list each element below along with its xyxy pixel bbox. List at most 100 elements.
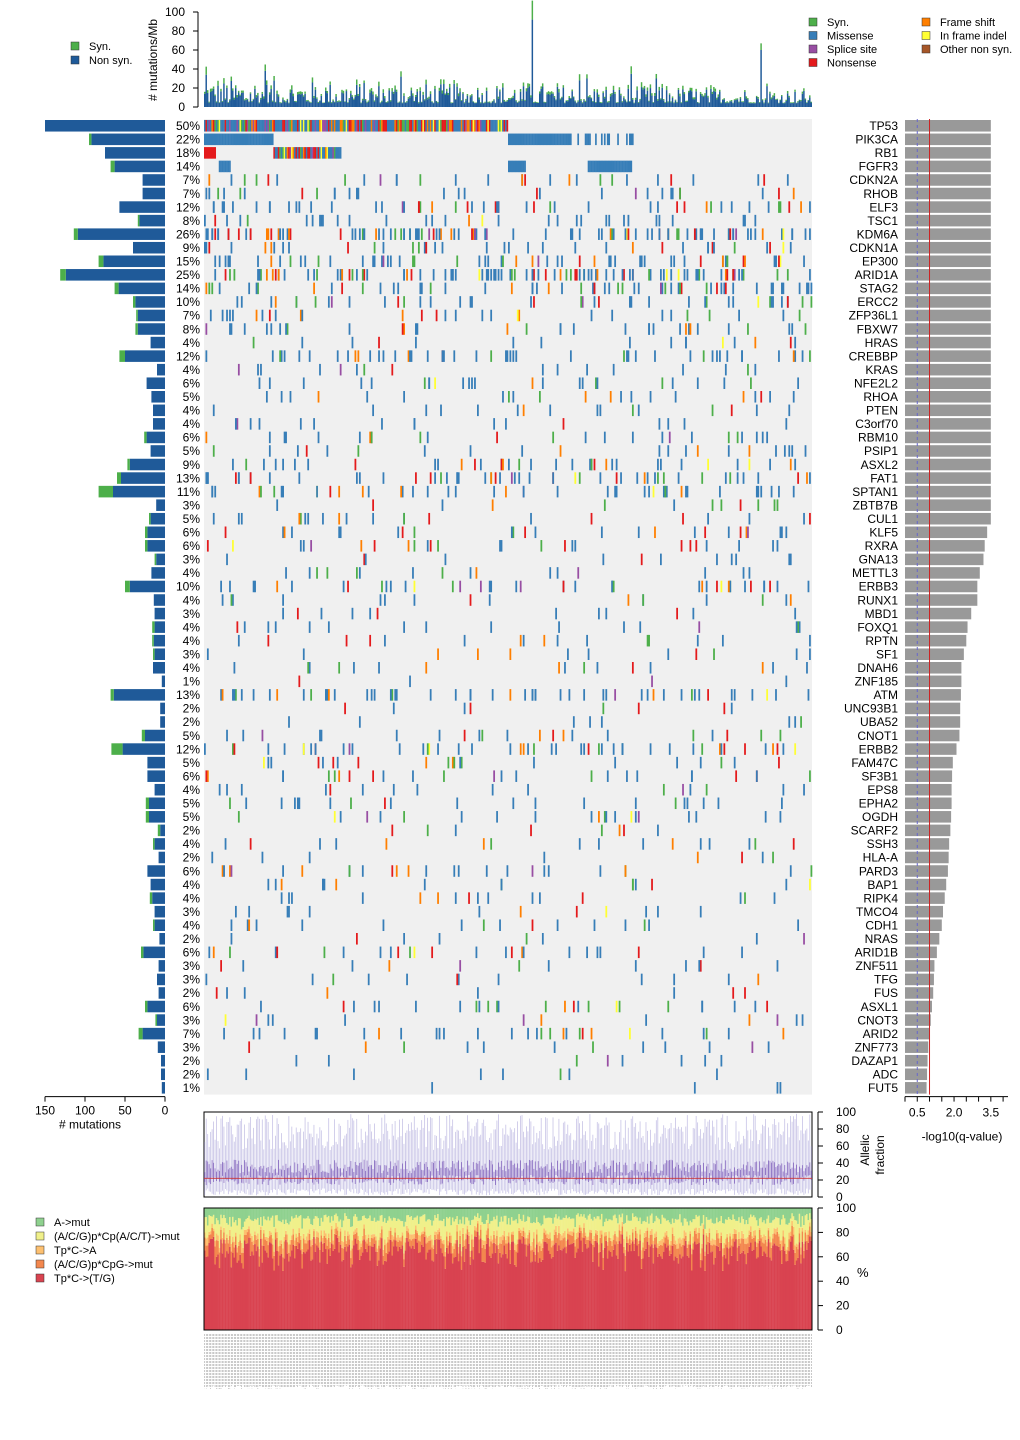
burden-bar-nonsyn	[670, 102, 672, 107]
mutation-mark	[699, 905, 702, 918]
mutation-mark	[217, 187, 220, 200]
mutation-mark	[556, 919, 559, 931]
mutation-mark	[234, 418, 237, 430]
mutation-mark	[730, 404, 733, 417]
mutation-mark	[713, 648, 715, 660]
mutation-mark	[490, 269, 493, 281]
mutation-mark	[348, 214, 351, 227]
gene-name-label: SPTAN1	[852, 485, 898, 499]
spectrum-segment	[401, 1235, 404, 1246]
mutation-mark	[348, 323, 351, 335]
spectrum-segment	[305, 1218, 308, 1237]
mutation-mark	[327, 296, 330, 308]
burden-bar-nonsyn	[767, 103, 770, 107]
gene-name-label: SSH3	[867, 837, 899, 851]
mutation-mark	[742, 255, 745, 268]
spectrum-segment	[348, 1244, 351, 1330]
mutation-mark	[288, 120, 290, 132]
spectrum-segment	[345, 1243, 348, 1252]
mutation-mark	[671, 838, 674, 850]
spectrum-segment	[223, 1214, 225, 1228]
mutation-mark	[609, 255, 612, 268]
burden-bar-syn	[273, 75, 275, 81]
mutation-mark	[372, 120, 374, 132]
mutation-mark	[453, 865, 456, 877]
qvalue-bar	[905, 336, 991, 349]
gene-name-label: CNOT3	[857, 1013, 898, 1027]
gene-name-label: FAM47C	[851, 756, 898, 770]
burden-bar-nonsyn	[810, 102, 812, 107]
spectrum-segment	[319, 1242, 321, 1250]
gene-bar-nonsyn	[157, 973, 165, 986]
mutation-mark	[323, 878, 326, 891]
mutation-mark	[686, 309, 689, 322]
gene-percent-label: 6%	[183, 376, 201, 390]
mutation-mark	[456, 973, 459, 986]
mutation-mark	[249, 472, 252, 484]
spectrum-segment	[301, 1248, 304, 1255]
mutation-mark	[466, 201, 469, 213]
spectrum-segment	[234, 1220, 237, 1233]
gene-name-label: KDM6A	[857, 227, 898, 241]
burden-bar-nonsyn	[615, 102, 618, 107]
mutation-mark	[226, 214, 228, 227]
mutation-mark	[388, 960, 391, 972]
mutation-mark	[310, 743, 313, 755]
mutation-mark	[478, 1000, 481, 1013]
mutation-mark	[490, 120, 492, 132]
mutation-mark	[702, 946, 705, 959]
spectrum-segment	[227, 1243, 230, 1254]
mutation-mark	[506, 865, 509, 877]
mutation-mark	[568, 946, 571, 959]
spectrum-segment	[260, 1226, 262, 1230]
burden-bar-nonsyn	[286, 100, 289, 107]
spectrum-segment	[257, 1233, 259, 1240]
spectrum-segment	[263, 1233, 265, 1246]
burden-bar-nonsyn	[630, 73, 632, 107]
burden-bar-syn	[234, 85, 237, 89]
spectrum-segment	[288, 1261, 290, 1330]
gene-bar-nonsyn	[143, 946, 165, 959]
spectrum-segment	[407, 1215, 410, 1229]
mutation-mark	[382, 770, 385, 782]
burden-bar-nonsyn	[484, 102, 486, 107]
burden-bar-syn	[435, 100, 438, 102]
mutation-mark	[630, 811, 633, 823]
mutation-mark	[521, 160, 523, 173]
mutation-mark	[323, 946, 326, 959]
burden-bar-nonsyn	[717, 96, 720, 107]
gene-name-label: METTL3	[852, 566, 898, 580]
spectrum-segment	[265, 1252, 268, 1330]
spectrum-segment	[279, 1245, 281, 1256]
mutation-mark	[342, 743, 345, 755]
mutation-mark	[335, 838, 338, 850]
mutation-mark	[682, 363, 684, 376]
spectrum-segment	[299, 1235, 302, 1240]
mutation-mark	[237, 634, 240, 647]
spectrum-segment	[386, 1242, 389, 1255]
burden-bar-nonsyn	[574, 101, 576, 107]
mutation-mark	[643, 485, 646, 498]
gene-percent-label: 10%	[176, 295, 200, 309]
mutation-mark	[505, 485, 507, 498]
mutation-mark	[255, 133, 258, 146]
spectrum-segment	[345, 1216, 348, 1241]
burden-bar-syn	[211, 88, 213, 91]
burden-bar-syn	[341, 89, 343, 93]
mutation-mark	[314, 1027, 317, 1040]
mutation-mark	[499, 919, 501, 931]
mutation-mark	[614, 255, 617, 268]
mutation-mark	[220, 580, 223, 593]
burden-bar-nonsyn	[528, 86, 531, 107]
burden-bar-syn	[760, 43, 762, 50]
mutation-mark	[229, 160, 231, 173]
mutation-mark	[437, 892, 439, 904]
burden-bar-nonsyn	[205, 74, 207, 107]
mutation-mark	[668, 743, 671, 755]
gene-bar-nonsyn	[139, 214, 165, 227]
mutation-mark	[785, 675, 788, 688]
mutation-mark	[370, 431, 373, 444]
mutation-mark	[602, 160, 605, 173]
burden-bar-nonsyn	[475, 103, 478, 107]
mutation-mark	[323, 147, 326, 159]
